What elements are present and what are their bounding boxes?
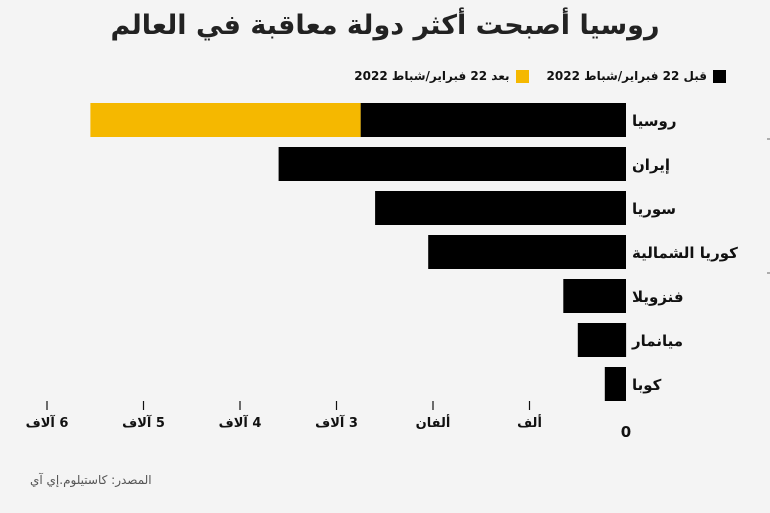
x-tick-label-2: ألفان [416, 414, 451, 431]
legend-item-before: قبل 22 فبراير/شباط 2022 [547, 69, 726, 83]
category-label-6: كوبا [632, 376, 662, 394]
x-tick-label-3: 3 آلاف [315, 414, 358, 431]
bar-before-5 [577, 323, 627, 357]
x-tick-label-6: 6 آلاف [26, 414, 69, 431]
bar-before-0 [360, 103, 626, 137]
x-tick-label-0: 0 [621, 423, 631, 441]
chart-legend: قبل 22 فبراير/شباط 2022 بعد 22 فبراير/شب… [336, 69, 726, 83]
legend-label-before: قبل 22 فبراير/شباط 2022 [546, 69, 707, 83]
legend-swatch-before [713, 69, 726, 83]
legend-item-after: بعد 22 فبراير/شباط 2022 [354, 69, 529, 83]
category-label-3: كوريا الشمالية [632, 244, 738, 262]
x-tick-label-4: 4 آلاف [219, 414, 262, 431]
bar-before-3 [428, 235, 626, 269]
source-note: المصدر: كاستيلوم.إي آي [30, 473, 152, 487]
legend-swatch-after [515, 69, 529, 83]
legend-label-after: بعد 22 فبراير/شباط 2022 [354, 69, 510, 83]
chart-title: روسيا أصبحت أكثر دولة معاقبة في العالم [110, 10, 660, 41]
category-label-5: ميانمار [631, 332, 683, 350]
category-label-1: إيران [632, 156, 670, 174]
bar-after-0 [90, 103, 361, 137]
bar-before-4 [563, 279, 626, 313]
category-label-4: فنزويلا [632, 288, 684, 306]
bar-before-1 [278, 147, 626, 181]
bar-before-2 [375, 191, 626, 225]
category-label-0: روسيا [632, 112, 676, 130]
bar-before-6 [604, 367, 626, 401]
x-tick-label-5: 5 آلاف [122, 414, 165, 431]
x-tick-label-1: ألف [517, 414, 542, 431]
category-label-2: سوريا [632, 200, 676, 218]
